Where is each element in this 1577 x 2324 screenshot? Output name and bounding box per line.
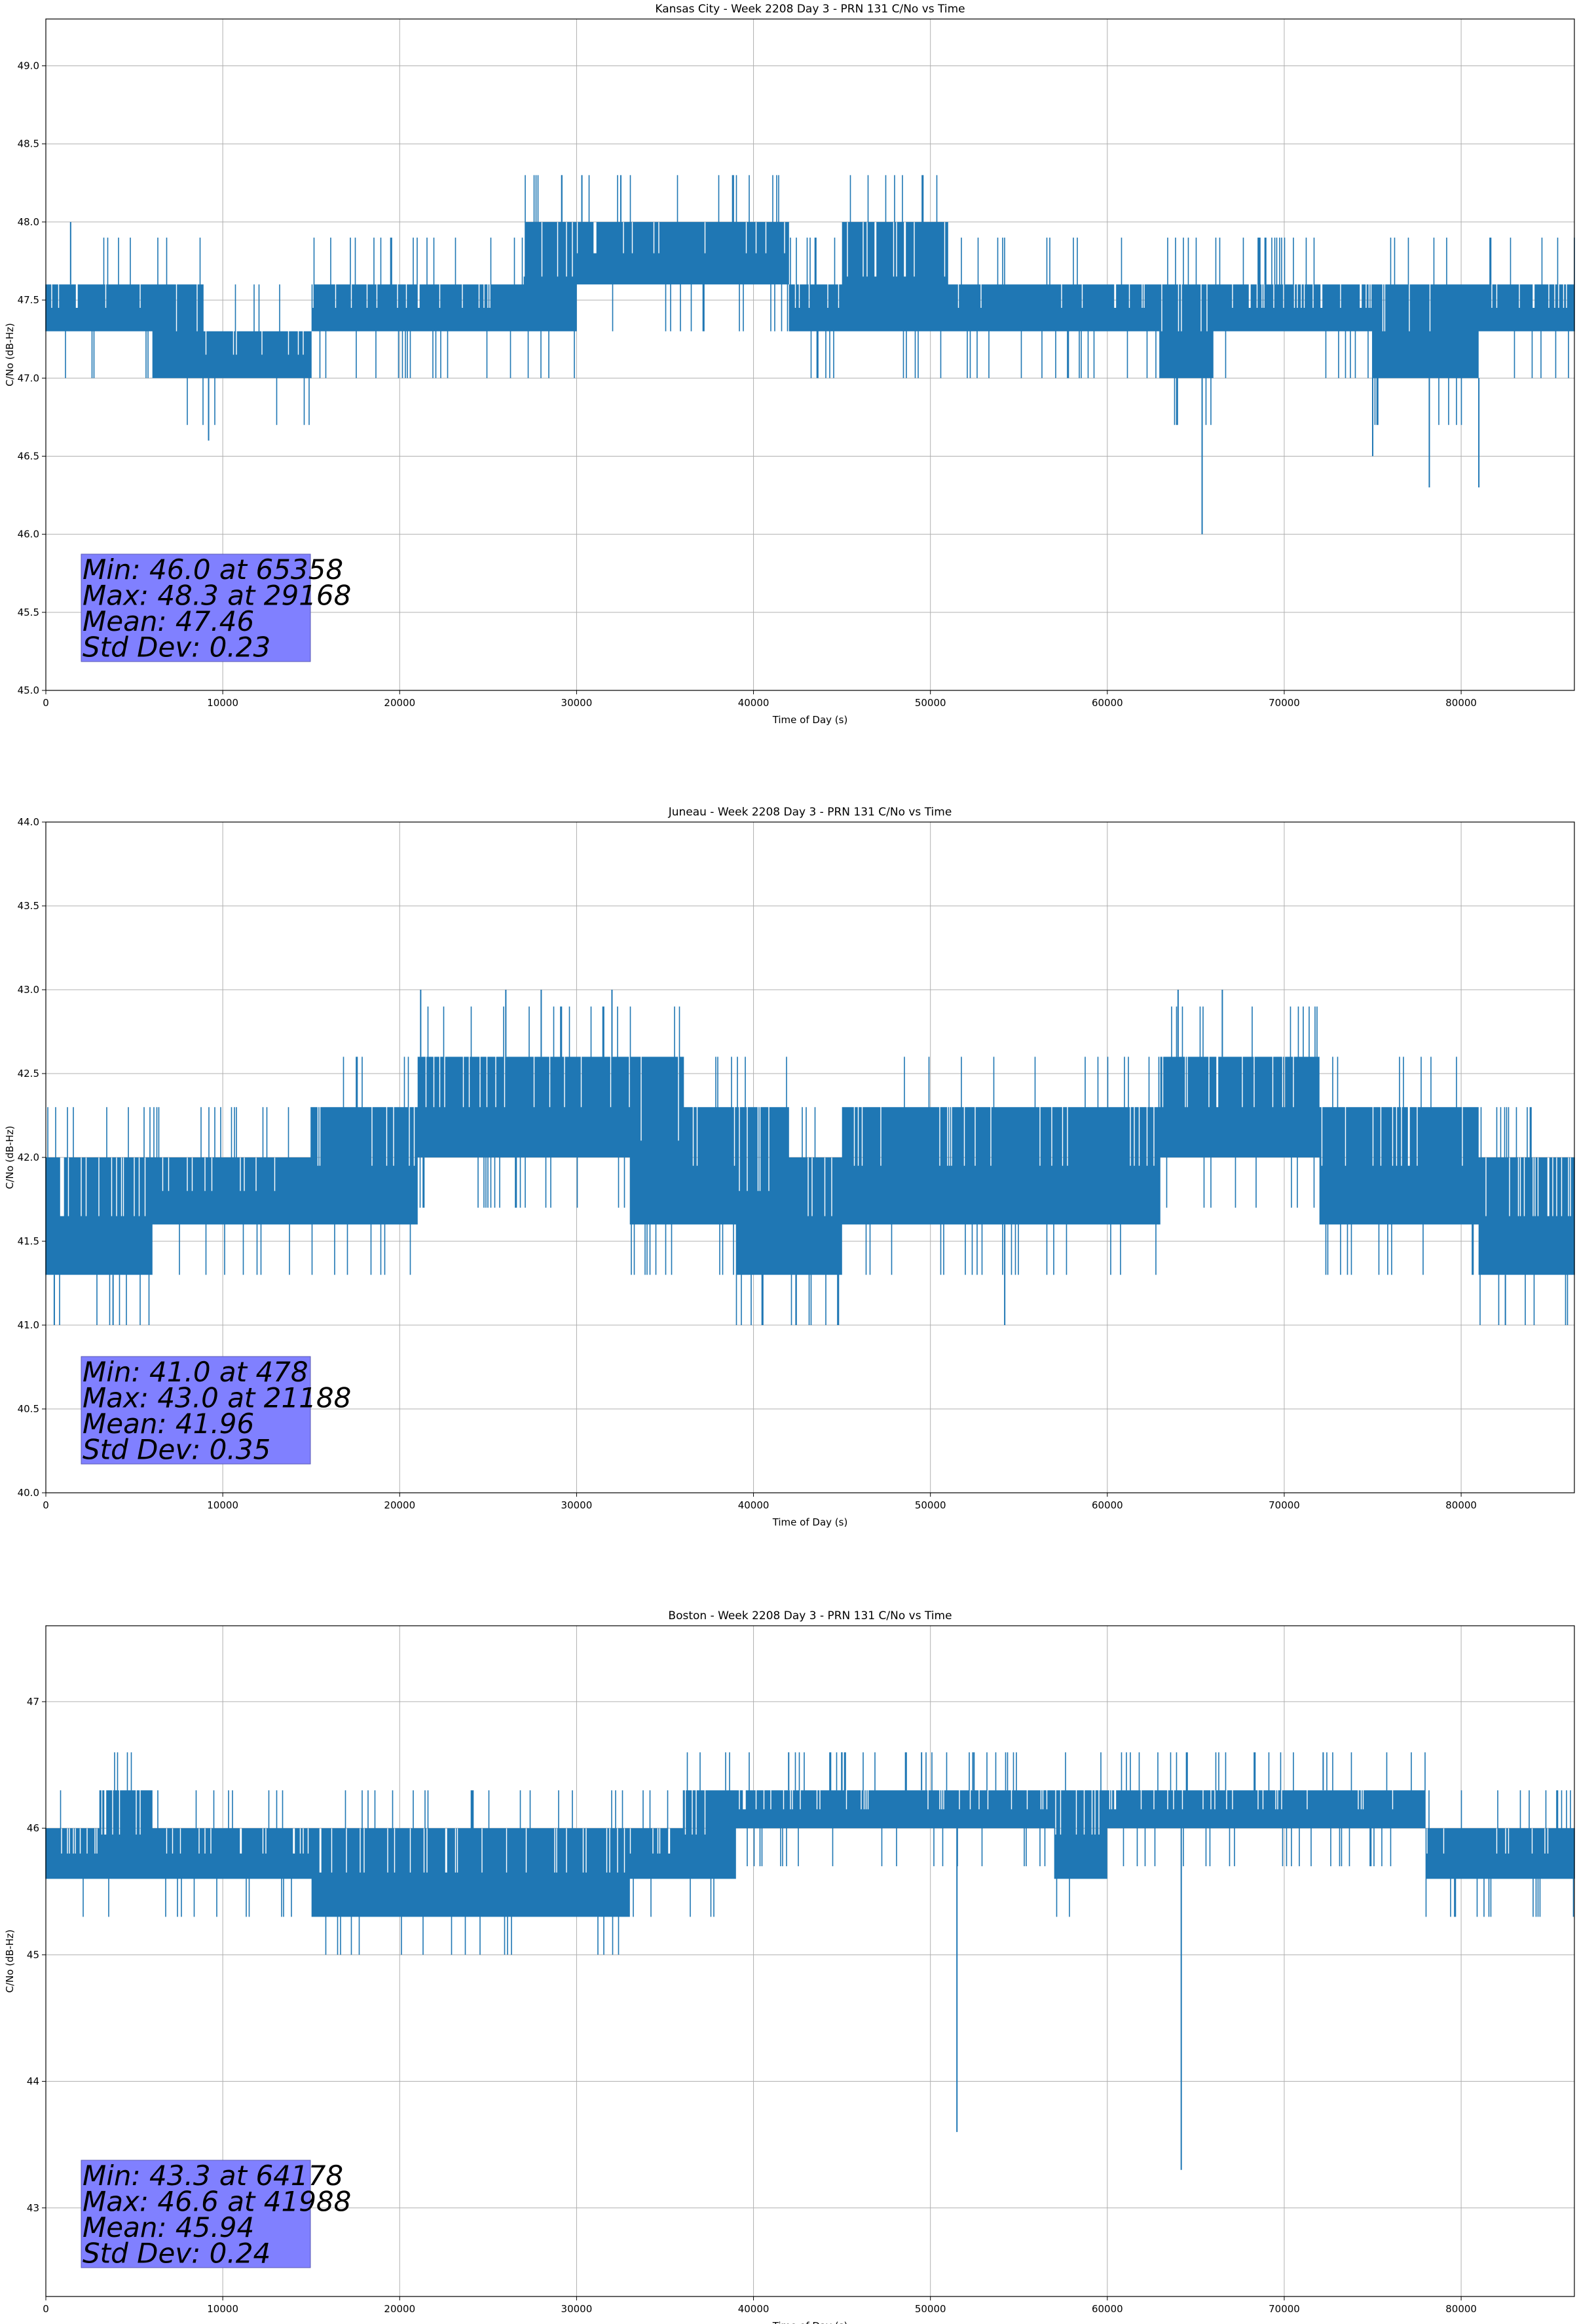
x-tick-label: 20000 [384,697,415,709]
y-tick-label: 46.0 [18,529,39,540]
y-tick-label: 45.5 [18,607,39,618]
y-tick-label: 42.0 [18,1152,39,1163]
stats-line: Mean: 47.46 [83,605,254,637]
chart-title: Boston - Week 2208 Day 3 - PRN 131 C/No … [668,1609,952,1622]
x-tick-label: 70000 [1269,2303,1300,2315]
y-tick-label: 46 [27,1822,39,1834]
stats-line: Std Dev: 0.23 [83,631,270,664]
series-line [45,1006,1575,1325]
x-tick-label: 60000 [1092,2303,1123,2315]
x-axis-label: Time of Day (s) [772,2320,848,2324]
stats-box [81,2160,311,2268]
chart-panel-1: Kansas City - Week 2208 Day 3 - PRN 131 … [4,3,1575,726]
stats-line: Mean: 41.96 [83,1408,254,1440]
x-tick-label: 70000 [1269,697,1300,709]
x-tick-label: 50000 [915,2303,946,2315]
y-tick-label: 47.5 [18,294,39,306]
x-axis-label: Time of Day (s) [772,1516,848,1528]
stats-line: Max: 43.0 at 21188 [83,1382,351,1414]
y-tick-label: 42.5 [18,1068,39,1079]
stats-box [81,553,311,662]
x-tick-label: 40000 [738,697,770,709]
x-tick-label: 20000 [384,1499,415,1511]
y-tick-label: 43.5 [18,900,39,912]
plot-frame [45,18,1575,691]
chart-panel-2: Juneau - Week 2208 Day 3 - PRN 131 C/No … [4,806,1575,1528]
x-tick-label: 30000 [561,697,593,709]
series-line [45,1752,1575,1955]
stats-line: Min: 41.0 at 478 [83,1356,308,1388]
y-tick-label: 47 [27,1696,39,1708]
x-tick-label: 10000 [207,2303,238,2315]
y-tick-label: 40.0 [18,1487,39,1499]
series-band [45,1006,1575,1325]
series-band [45,1752,1575,1955]
x-tick-label: 30000 [561,1499,593,1511]
stats-line: Max: 48.3 at 29168 [83,580,351,612]
x-tick-label: 80000 [1445,2303,1477,2315]
x-tick-label: 10000 [207,697,238,709]
stats-line: Min: 43.3 at 64178 [83,2160,343,2192]
y-tick-label: 45.0 [18,684,39,696]
chart-title: Kansas City - Week 2208 Day 3 - PRN 131 … [655,3,965,16]
y-tick-label: 43.0 [18,984,39,996]
x-tick-label: 20000 [384,2303,415,2315]
x-tick-label: 10000 [207,1499,238,1511]
y-tick-label: 41.0 [18,1319,39,1331]
x-tick-label: 0 [43,697,49,709]
y-tick-label: 43 [27,2202,39,2214]
x-tick-label: 0 [43,1499,49,1511]
y-tick-label: 48.5 [18,138,39,150]
stats-box [81,1356,311,1465]
x-tick-label: 40000 [738,2303,770,2315]
plot-frame [45,1625,1575,2297]
chart-panel-3: Boston - Week 2208 Day 3 - PRN 131 C/No … [4,1609,1575,2324]
y-tick-label: 46.5 [18,450,39,462]
y-axis-label: C/No (dB-Hz) [4,323,16,386]
y-tick-label: 47.0 [18,372,39,384]
stats-line: Mean: 45.94 [83,2211,254,2243]
stats-line: Max: 46.6 at 41988 [83,2186,351,2218]
y-tick-label: 49.0 [18,60,39,72]
y-tick-label: 44 [27,2076,39,2088]
y-tick-label: 41.5 [18,1235,39,1247]
x-tick-label: 60000 [1092,697,1123,709]
stats-line: Std Dev: 0.24 [83,2238,270,2270]
stats-line: Std Dev: 0.35 [83,1434,270,1466]
y-tick-label: 44.0 [18,816,39,828]
y-tick-label: 48.0 [18,216,39,228]
stats-line: Min: 46.0 at 65358 [83,553,343,586]
y-tick-label: 45 [27,1949,39,1960]
x-tick-label: 60000 [1092,1499,1123,1511]
x-tick-label: 0 [43,2303,49,2315]
x-tick-label: 80000 [1445,697,1477,709]
chart-title: Juneau - Week 2208 Day 3 - PRN 131 C/No … [668,806,952,819]
y-axis-label: C/No (dB-Hz) [4,1930,16,1993]
y-tick-label: 40.5 [18,1403,39,1415]
x-axis-label: Time of Day (s) [772,714,848,726]
x-tick-label: 80000 [1445,1499,1477,1511]
x-tick-label: 50000 [915,697,946,709]
x-tick-label: 70000 [1269,1499,1300,1511]
y-axis-label: C/No (dB-Hz) [4,1126,16,1190]
x-tick-label: 40000 [738,1499,770,1511]
x-tick-label: 30000 [561,2303,593,2315]
x-tick-label: 50000 [915,1499,946,1511]
